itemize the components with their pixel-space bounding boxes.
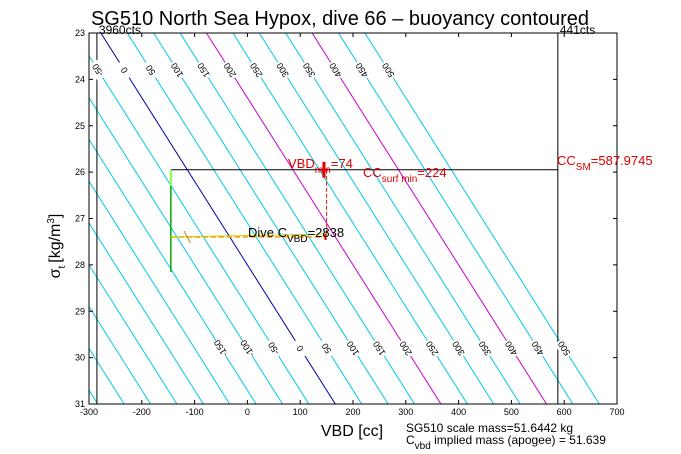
y-tick-label: 26 <box>75 167 85 177</box>
y-tick-label: 31 <box>75 399 85 409</box>
y-tick-label: 24 <box>75 74 85 84</box>
x-tick-label: 300 <box>398 407 413 417</box>
contour-line <box>89 222 204 404</box>
x-tick-label: 200 <box>345 407 360 417</box>
contour-label-bg <box>263 337 284 360</box>
contour-labels: -50 0 50 100 150 200 250 300 350 400 450 500-150 -10… <box>88 59 575 360</box>
apogee-trace-2 <box>170 233 327 238</box>
x-tick-label: 500 <box>504 407 519 417</box>
contour-label-bg <box>501 337 522 360</box>
contour-label-bg <box>395 337 416 360</box>
contour-label-bg <box>237 337 258 360</box>
x-tick-label: -200 <box>133 407 151 417</box>
contour-label-bg <box>167 59 188 81</box>
y-tick-label: 25 <box>75 121 85 131</box>
annotations: 3960cts 441cts VBDmin=74 CCsurf min=224 CCSM… <box>99 23 653 245</box>
contour-label: 0 <box>295 344 306 354</box>
contour-label-bg <box>299 59 320 81</box>
y-axis-title: σt[kg/m3] <box>46 214 68 279</box>
contour-label-bg <box>378 59 399 81</box>
dive-trace <box>169 161 558 272</box>
contour-label: 50 <box>144 63 158 77</box>
contour-label-bg <box>211 337 231 360</box>
contour-label-bg <box>325 59 346 81</box>
contour-label-bg <box>246 59 267 81</box>
contour-label-bg <box>272 59 293 81</box>
x-tick-label: 0 <box>245 407 250 417</box>
contour-label-bg <box>343 337 363 360</box>
vbd-min-annotation: VBDmin=74 <box>288 156 353 176</box>
x-tick-label: -300 <box>80 407 98 417</box>
x-tick-label: -100 <box>186 407 204 417</box>
scale-mass-note: SG510 scale mass=51.6442 kg <box>406 421 573 435</box>
x-tick-label: 400 <box>451 407 466 417</box>
y-tick-label: 27 <box>75 214 85 224</box>
x-tick-label: 700 <box>609 407 624 417</box>
y-tick-label: 30 <box>75 353 85 363</box>
cc-surf-min-annotation: CCsurf min=224 <box>363 165 447 185</box>
chart-title: SG510 North Sea Hypox, dive 66 – buoyanc… <box>91 8 589 30</box>
x-tick-label: 600 <box>557 407 572 417</box>
y-tick-label: 23 <box>75 28 85 38</box>
contour-label-bg <box>422 337 443 360</box>
limit-label: 3960cts <box>99 23 141 37</box>
x-tick-label: 100 <box>293 407 308 417</box>
y-tick-label: 28 <box>75 260 85 270</box>
contour-line <box>89 305 151 404</box>
contour-label: 50 <box>320 341 334 355</box>
contour-label: 0 <box>119 65 130 75</box>
contour-line <box>89 263 178 404</box>
trace-tick <box>183 230 191 244</box>
implied-mass-note: Cvbd implied mass (apogee) = 51.639 <box>406 433 606 452</box>
contour-label-bg <box>88 59 108 81</box>
axis-ticks: -300 -200 -100 0 100 200 300 400 500 600 700232425… <box>75 28 625 417</box>
dive-c-annotation: Dive CVBD=2838 <box>248 225 344 245</box>
contour-label-bg <box>316 337 337 360</box>
contour-label-bg <box>220 59 240 81</box>
y-tick-label: 29 <box>75 306 85 316</box>
contour-label-bg <box>369 337 390 360</box>
cc-sm-annotation: CCSM=587.9745 <box>557 153 653 173</box>
contour-label-bg <box>290 337 311 360</box>
contour-label-bg <box>475 337 495 360</box>
contour-label-bg <box>140 59 161 81</box>
x-axis-title: VBD [cc] <box>321 423 383 440</box>
contour-line <box>89 180 231 404</box>
contour-label-bg <box>193 59 214 81</box>
contour-label-bg <box>114 59 135 81</box>
contour-label-bg <box>352 59 372 81</box>
contour-label-bg <box>554 337 575 360</box>
limit-label: 441cts <box>560 23 595 37</box>
contour-label-bg <box>448 337 469 360</box>
contour-label-bg <box>527 337 548 360</box>
